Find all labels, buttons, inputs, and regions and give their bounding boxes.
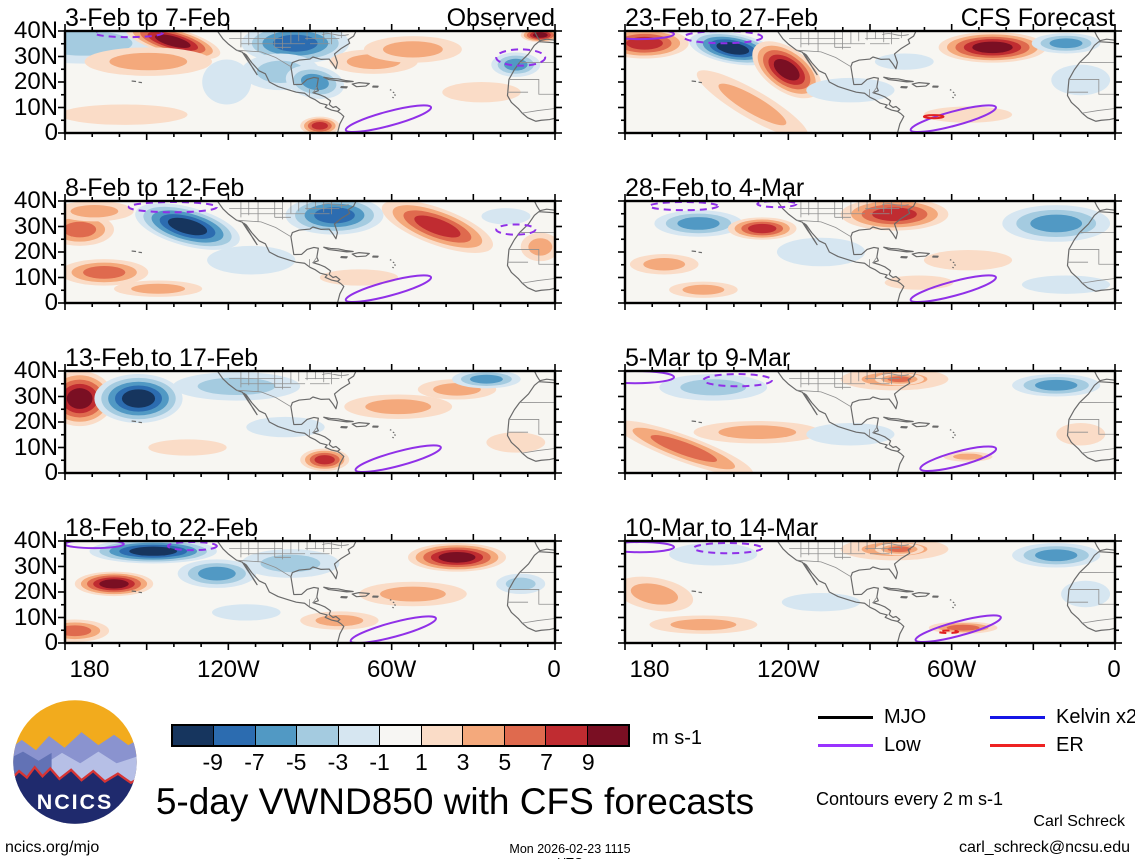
- legend-label: MJO: [884, 706, 927, 728]
- panel-date-range: 5-Mar to 9-Mar: [625, 344, 791, 372]
- colorbar-cell: [214, 726, 256, 745]
- colorbar-level-label: -3: [327, 749, 349, 775]
- x-tick-label: 180: [69, 656, 110, 683]
- x-tick-label: 120W: [196, 656, 260, 683]
- x-tick-label: 180: [629, 656, 670, 683]
- credit-email: carl_schreck@ncsu.edu: [959, 839, 1130, 856]
- map-canvas: [58, 194, 562, 310]
- map-canvas: [618, 194, 1122, 310]
- legend-label: Kelvin x2: [1056, 706, 1135, 728]
- x-tick-label: 120W: [756, 656, 820, 683]
- map-panel-7: 5-Mar to 9-Mar: [618, 343, 1122, 480]
- y-tick-label: 10N: [13, 263, 58, 291]
- y-tick-label: 10N: [13, 433, 58, 461]
- panel-date-range: 28-Feb to 4-Mar: [625, 174, 805, 202]
- colorbar-level-label: -7: [244, 749, 265, 775]
- colorbar-cell: [173, 726, 215, 745]
- panel-date-range: 13-Feb to 17-Feb: [65, 344, 259, 372]
- credit-name: Carl Schreck: [1033, 813, 1125, 830]
- legend-line-er: [990, 744, 1045, 747]
- colorbar-level-label: 7: [540, 749, 553, 775]
- panel-column-header: CFS Forecast: [960, 4, 1115, 32]
- legend-line-mjo: [818, 716, 873, 719]
- y-tick-label: 30N: [13, 42, 58, 70]
- x-tick-label: 0: [1107, 656, 1121, 683]
- y-tick-label: 20N: [13, 238, 58, 265]
- panel-date-range: 8-Feb to 12-Feb: [65, 174, 245, 202]
- ncics-logo-art: NCICS: [13, 700, 137, 824]
- legend-line-low: [818, 744, 873, 747]
- colorbar-cell: [338, 726, 381, 745]
- panel-date-range: 3-Feb to 7-Feb: [65, 4, 231, 32]
- panel-column-header: Observed: [446, 4, 555, 32]
- y-tick-label: 0: [44, 629, 58, 656]
- colorbar-level-label: -9: [202, 749, 223, 775]
- y-tick-label: 30N: [13, 382, 58, 410]
- colorbar-level-label: 1: [414, 749, 428, 775]
- x-tick-label: 60W: [926, 656, 977, 683]
- y-tick-label: 40N: [13, 527, 58, 554]
- map-canvas: [58, 364, 562, 480]
- y-tick-label: 40N: [13, 187, 58, 214]
- logo-red-ridgeline: [13, 765, 137, 785]
- map-panel-1: 3-Feb to 7-Feb Observed: [58, 3, 562, 140]
- colorbar-level-label: -5: [285, 749, 307, 775]
- map-canvas: [58, 24, 562, 140]
- colorbar-level-label: 5: [498, 749, 512, 775]
- y-tick-label: 30N: [13, 552, 58, 580]
- colorbar-cell: [546, 726, 588, 745]
- y-tick-label: 40N: [13, 357, 58, 384]
- colorbar-cell: [297, 726, 339, 745]
- panel-date-range: 18-Feb to 22-Feb: [65, 514, 259, 542]
- y-tick-label: 40N: [13, 17, 58, 44]
- legend-label: Low: [884, 734, 921, 756]
- ncics-logo: NCICS: [10, 697, 140, 827]
- colorbar-units: m s-1: [652, 727, 702, 749]
- y-tick-label: 30N: [13, 212, 58, 240]
- panel-date-range: 10-Mar to 14-Mar: [625, 514, 819, 542]
- colorbar-cell: [380, 726, 422, 745]
- colorbar-cell: [255, 726, 298, 745]
- y-tick-label: 10N: [13, 603, 58, 631]
- colorbar-level-label: 3: [456, 749, 470, 775]
- colorbar-cell: [587, 726, 628, 745]
- y-tick-label: 20N: [13, 68, 58, 95]
- map-panel-5: 23-Feb to 27-Feb CFS Forecast: [618, 3, 1122, 140]
- colorbar: [171, 724, 630, 747]
- figure-title: 5-day VWND850 with CFS forecasts: [155, 781, 755, 822]
- logo-front-ridge: [13, 767, 137, 824]
- map-canvas: [618, 24, 1122, 140]
- colorbar-cell: [504, 726, 547, 745]
- map-panel-2: 8-Feb to 12-Feb: [58, 173, 562, 310]
- contour-note: Contours every 2 m s-1: [816, 789, 1004, 809]
- map-panel-4: 18-Feb to 22-Feb: [58, 513, 562, 650]
- map-panel-3: 13-Feb to 17-Feb: [58, 343, 562, 480]
- legend-label: ER: [1056, 734, 1084, 756]
- y-tick-label: 0: [44, 289, 58, 316]
- y-tick-label: 0: [44, 459, 58, 486]
- y-tick-label: 20N: [13, 408, 58, 435]
- x-tick-label: 0: [547, 656, 561, 683]
- site-url: ncics.org/mjo: [5, 839, 100, 856]
- y-tick-label: 10N: [13, 93, 58, 121]
- map-canvas: [58, 534, 562, 650]
- colorbar-cell: [463, 726, 505, 745]
- legend-line-kelvin-x2: [990, 716, 1045, 719]
- panel-date-range: 23-Feb to 27-Feb: [625, 4, 819, 32]
- map-canvas: [618, 364, 1122, 480]
- timestamp: Mon 2026-02-23 1115 UTC: [509, 842, 631, 859]
- logo-text: NCICS: [37, 790, 113, 814]
- map-panel-6: 28-Feb to 4-Mar: [618, 173, 1122, 310]
- map-panel-8: 10-Mar to 14-Mar: [618, 513, 1122, 650]
- y-tick-label: 20N: [13, 578, 58, 605]
- y-tick-label: 0: [44, 119, 58, 146]
- map-canvas: [618, 534, 1122, 650]
- x-tick-label: 60W: [366, 656, 417, 683]
- colorbar-cell: [421, 726, 464, 745]
- colorbar-level-label: -1: [369, 749, 390, 775]
- colorbar-level-label: 9: [581, 749, 595, 775]
